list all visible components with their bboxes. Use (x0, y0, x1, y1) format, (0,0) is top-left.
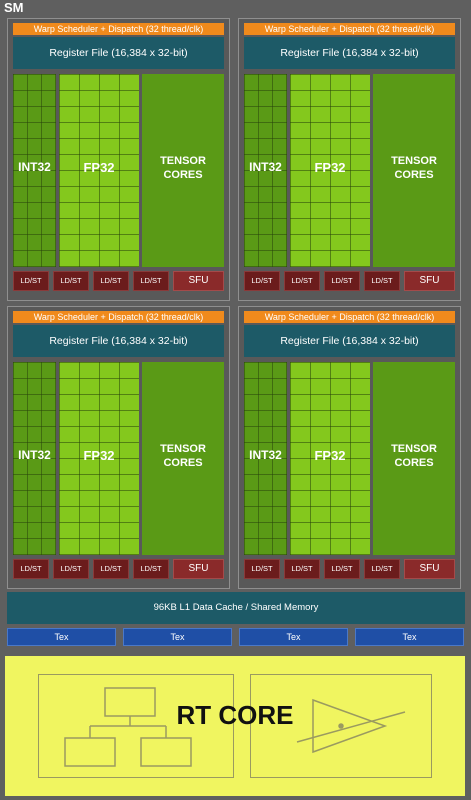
rt-core: RT CORE (5, 656, 465, 796)
ldst-unit: LD/ST (364, 271, 400, 291)
processing-block-4: Warp Scheduler + Dispatch (32 thread/clk… (238, 306, 461, 589)
int32-units: INT32 (13, 74, 56, 267)
ldst-unit: LD/ST (284, 271, 320, 291)
register-file: Register File (16,384 x 32-bit) (13, 325, 224, 357)
ldst-unit: LD/ST (133, 271, 169, 291)
processing-block-3: Warp Scheduler + Dispatch (32 thread/clk… (7, 306, 230, 589)
register-file: Register File (16,384 x 32-bit) (244, 37, 455, 69)
ldst-unit: LD/ST (93, 559, 129, 579)
fp32-label: FP32 (83, 448, 115, 463)
ldst-unit: LD/ST (53, 559, 89, 579)
ldst-row: LD/ST LD/ST LD/ST LD/ST SFU (244, 271, 455, 291)
ldst-unit: LD/ST (324, 559, 360, 579)
tensor-cores-label: TENSOR CORES (391, 443, 437, 469)
fp32-units: FP32 (59, 74, 139, 267)
sfu-unit: SFU (404, 559, 455, 579)
int32-label: INT32 (18, 160, 51, 174)
tensor-cores: TENSOR CORES (142, 74, 224, 267)
fp32-units: FP32 (59, 362, 139, 555)
warp-scheduler: Warp Scheduler + Dispatch (32 thread/clk… (244, 23, 455, 35)
ldst-unit: LD/ST (284, 559, 320, 579)
int32-units: INT32 (13, 362, 56, 555)
ldst-row: LD/ST LD/ST LD/ST LD/ST SFU (244, 559, 455, 579)
fp32-units: FP32 (290, 74, 370, 267)
fp32-label: FP32 (314, 448, 346, 463)
ldst-unit: LD/ST (324, 271, 360, 291)
sfu-unit: SFU (173, 271, 224, 291)
ldst-unit: LD/ST (244, 271, 280, 291)
bvh-traversal-box (38, 674, 234, 778)
tensor-cores-label: TENSOR CORES (160, 155, 206, 181)
int32-units: INT32 (244, 74, 287, 267)
ldst-unit: LD/ST (133, 559, 169, 579)
int32-label: INT32 (249, 448, 282, 462)
processing-block-1: Warp Scheduler + Dispatch (32 thread/clk… (7, 18, 230, 301)
l1-data-cache: 96KB L1 Data Cache / Shared Memory (7, 592, 465, 624)
fp32-label: FP32 (314, 160, 346, 175)
int32-label: INT32 (18, 448, 51, 462)
tensor-cores: TENSOR CORES (373, 74, 455, 267)
tex-unit: Tex (239, 628, 348, 646)
ldst-row: LD/ST LD/ST LD/ST LD/ST SFU (13, 271, 224, 291)
tex-unit: Tex (7, 628, 116, 646)
fp32-units: FP32 (290, 362, 370, 555)
tensor-cores-label: TENSOR CORES (160, 443, 206, 469)
sm-label: SM (4, 0, 24, 15)
processing-block-2: Warp Scheduler + Dispatch (32 thread/clk… (238, 18, 461, 301)
tex-unit: Tex (123, 628, 232, 646)
rt-core-diagram-icons (64, 687, 406, 767)
ldst-unit: LD/ST (364, 559, 400, 579)
ldst-unit: LD/ST (53, 271, 89, 291)
register-file: Register File (16,384 x 32-bit) (244, 325, 455, 357)
warp-scheduler: Warp Scheduler + Dispatch (32 thread/clk… (244, 311, 455, 323)
triangle-intersection-icon (296, 698, 406, 754)
rt-core-label: RT CORE (176, 700, 294, 730)
tensor-cores-label: TENSOR CORES (391, 155, 437, 181)
ldst-unit: LD/ST (13, 271, 49, 291)
tensor-cores: TENSOR CORES (142, 362, 224, 555)
ldst-unit: LD/ST (244, 559, 280, 579)
sfu-unit: SFU (173, 559, 224, 579)
warp-scheduler: Warp Scheduler + Dispatch (32 thread/clk… (13, 23, 224, 35)
fp32-label: FP32 (83, 160, 115, 175)
int32-label: INT32 (249, 160, 282, 174)
tex-unit: Tex (355, 628, 464, 646)
ray-triangle-box (250, 674, 432, 778)
ldst-unit: LD/ST (13, 559, 49, 579)
int32-units: INT32 (244, 362, 287, 555)
tensor-cores: TENSOR CORES (373, 362, 455, 555)
register-file: Register File (16,384 x 32-bit) (13, 37, 224, 69)
sfu-unit: SFU (404, 271, 455, 291)
tree-icon (64, 687, 192, 767)
ldst-row: LD/ST LD/ST LD/ST LD/ST SFU (13, 559, 224, 579)
ldst-unit: LD/ST (93, 271, 129, 291)
warp-scheduler: Warp Scheduler + Dispatch (32 thread/clk… (13, 311, 224, 323)
